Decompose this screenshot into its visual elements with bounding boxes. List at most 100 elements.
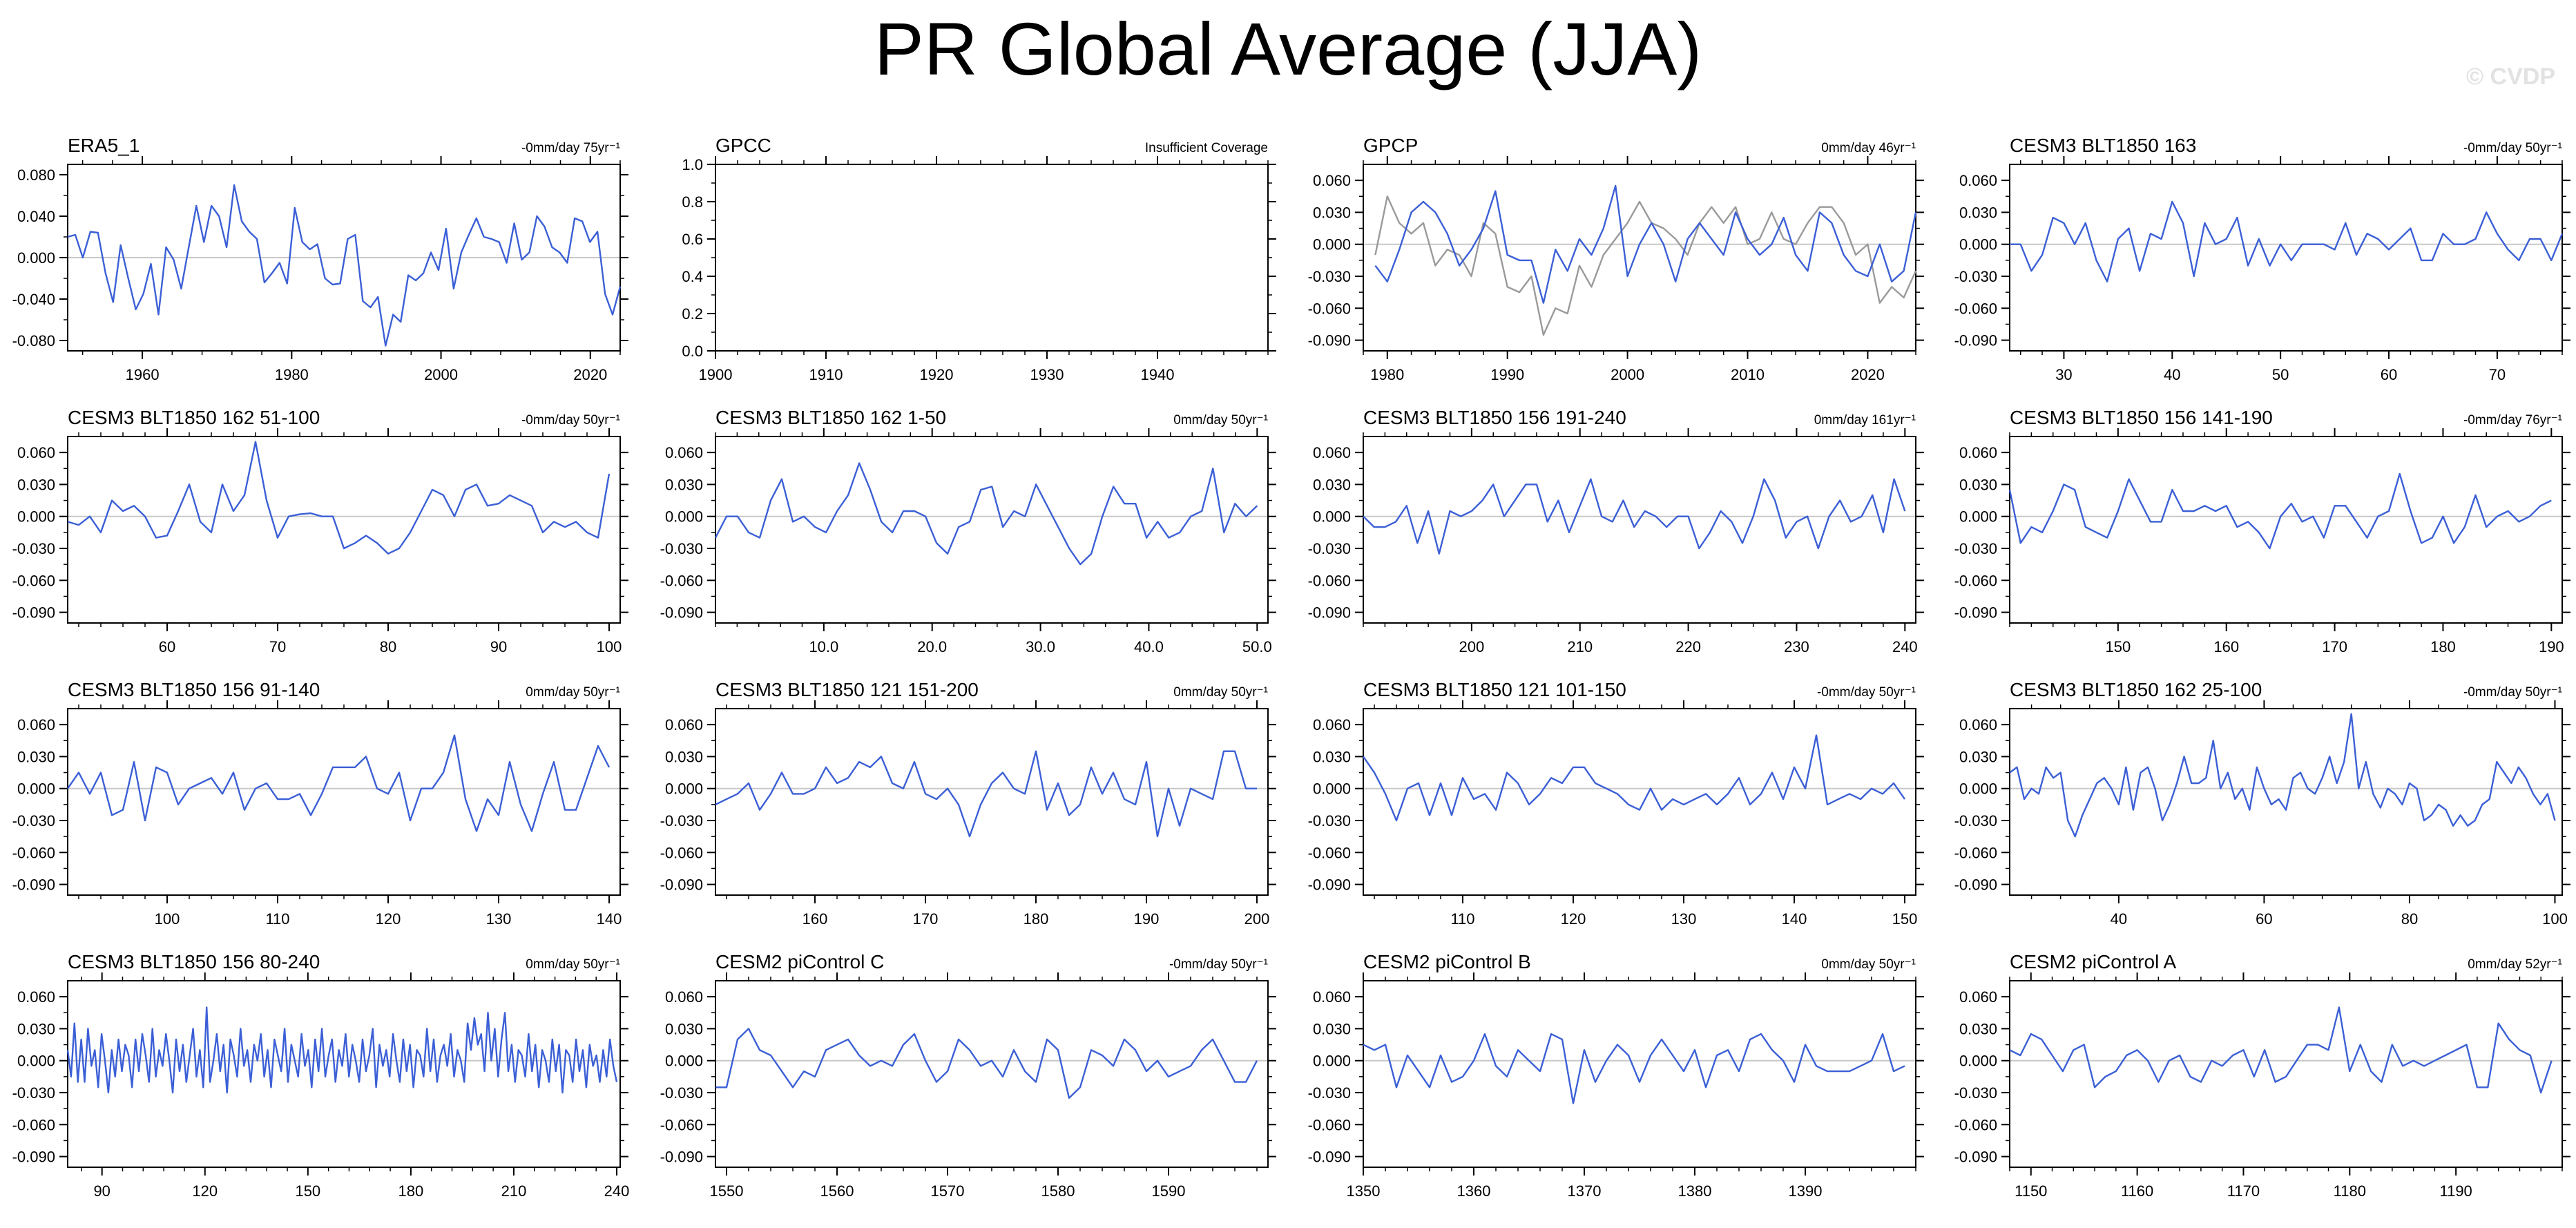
y-tick-label: -0.090: [1308, 1149, 1351, 1166]
y-tick-label: 0.030: [665, 748, 703, 765]
x-tick-label: 80: [380, 638, 396, 655]
x-tick-label: 70: [269, 638, 286, 655]
y-tick-label: -0.060: [12, 1116, 55, 1133]
y-tick-label: 0.000: [665, 780, 703, 798]
x-tick-label: 80: [2401, 910, 2418, 928]
y-tick-label: 0.000: [1959, 508, 1997, 526]
x-tick-label: 1930: [1030, 366, 1064, 383]
panel-title: CESM3 BLT1850 162 51-100: [68, 407, 320, 428]
x-tick-label: 180: [1023, 910, 1049, 928]
y-tick-label: -0.090: [1308, 332, 1351, 349]
y-tick-label: -0.060: [12, 572, 55, 589]
x-tick-label: 1180: [2334, 1182, 2366, 1200]
x-tick-label: 150: [1892, 910, 1918, 928]
x-tick-label: 120: [376, 910, 401, 928]
x-tick-label: 40: [2164, 366, 2180, 383]
series-line: [714, 462, 1258, 566]
y-tick-label: -0.030: [12, 1084, 55, 1102]
y-tick-label: -0.090: [1308, 604, 1351, 622]
chart-panel: GPCP 0mm/day 46yr⁻¹ -0.090 -0.060 -0.030 0.00…: [1308, 135, 1924, 383]
y-tick-label: -0.030: [1308, 268, 1351, 285]
y-tick-label: 0.040: [17, 208, 55, 225]
x-tick-label: 180: [398, 1182, 424, 1200]
series-line: [67, 734, 611, 832]
x-tick-label: 100: [155, 910, 180, 928]
x-tick-label: 50.0: [1242, 638, 1272, 655]
x-tick-label: 1170: [2227, 1182, 2260, 1200]
y-tick-label: -0.030: [660, 812, 703, 829]
y-tick-label: -0.090: [12, 1149, 55, 1166]
x-tick-label: 2010: [1731, 366, 1765, 383]
x-tick-label: 1370: [1568, 1182, 1602, 1200]
x-tick-label: 2000: [1611, 366, 1644, 383]
y-tick-label: 0.030: [1313, 748, 1351, 765]
panel-trend: -0mm/day 76yr⁻¹: [2463, 413, 2562, 428]
series-line: [2008, 472, 2552, 550]
y-tick-label: -0.040: [12, 291, 55, 308]
x-tick-label: 150: [295, 1182, 320, 1200]
plot-frame: [67, 980, 621, 1168]
series-line: [1363, 1033, 1905, 1104]
y-tick-label: -0.030: [12, 540, 55, 557]
x-tick-label: 230: [1784, 638, 1809, 655]
x-tick-label: 70: [2489, 366, 2506, 383]
x-tick-label: 160: [2213, 638, 2239, 655]
y-tick-label: 0.000: [1959, 1053, 1997, 1070]
y-tick-label: 0.6: [682, 231, 703, 248]
y-tick-label: -0.090: [12, 604, 55, 622]
y-tick-label: -0.060: [660, 572, 703, 589]
x-tick-label: 1150: [2015, 1182, 2047, 1200]
y-tick-label: -0.090: [660, 604, 703, 622]
x-tick-label: 60: [2381, 366, 2397, 383]
panel-title: CESM3 BLT1850 156 80-240: [68, 951, 320, 972]
y-tick-label: 0.000: [17, 780, 55, 798]
x-tick-label: 1900: [699, 366, 733, 383]
y-tick-label: 0.060: [665, 988, 703, 1006]
y-tick-label: 0.080: [17, 166, 55, 184]
y-tick-label: -0.030: [1308, 812, 1351, 829]
plot-frame: [67, 436, 621, 624]
y-tick-label: 0.8: [682, 193, 703, 211]
x-tick-label: 220: [1675, 638, 1701, 655]
y-tick-label: 0.000: [1313, 236, 1351, 253]
panel-trend: 0mm/day 50yr⁻¹: [1821, 957, 1916, 972]
y-tick-label: -0.080: [12, 332, 55, 349]
chart-panel: CESM3 BLT1850 162 25-100 -0mm/day 50yr⁻¹ -…: [1954, 679, 2570, 928]
panel-trend: Insufficient Coverage: [1145, 141, 1268, 155]
panel-trend: -0mm/day 50yr⁻¹: [1169, 957, 1268, 972]
plot-frame: [715, 436, 1269, 624]
series-line: [715, 1028, 1258, 1099]
x-tick-label: 240: [1892, 638, 1918, 655]
panel-trend: -0mm/day 50yr⁻¹: [2463, 141, 2562, 155]
x-tick-label: 120: [1561, 910, 1586, 928]
x-tick-label: 1940: [1141, 366, 1175, 383]
panel-trend: 0mm/day 50yr⁻¹: [1173, 413, 1268, 428]
x-tick-label: 1390: [1789, 1182, 1823, 1200]
chart-panel: CESM2 piControl B 0mm/day 50yr⁻¹ -0.090 -0.…: [1308, 951, 1924, 1200]
observed-series-line: [1374, 195, 1917, 336]
x-tick-label: 30.0: [1026, 638, 1055, 655]
y-tick-label: -0.060: [1954, 572, 1997, 589]
panel-trend: 0mm/day 161yr⁻¹: [1814, 413, 1916, 428]
plot-frame: [2009, 436, 2563, 624]
chart-panel: CESM3 BLT1850 121 101-150 -0mm/day 50yr⁻¹…: [1308, 679, 1924, 928]
panel-title: GPCC: [715, 135, 771, 156]
x-tick-label: 1160: [2121, 1182, 2153, 1200]
chart-panel: CESM3 BLT1850 156 80-240 0mm/day 50yr⁻¹ -0…: [12, 951, 630, 1200]
x-tick-label: 60: [159, 638, 175, 655]
panel-title: CESM3 BLT1850 156 141-190: [2010, 407, 2273, 428]
x-tick-label: 50: [2272, 366, 2289, 383]
series-line: [1363, 734, 1905, 822]
x-tick-label: 240: [604, 1182, 630, 1200]
y-tick-label: 0.030: [665, 1020, 703, 1037]
y-tick-label: -0.060: [660, 1116, 703, 1133]
y-tick-label: 0.000: [17, 1053, 55, 1070]
x-tick-label: 110: [265, 910, 289, 928]
x-tick-label: 210: [1567, 638, 1593, 655]
chart-panel: CESM3 BLT1850 163 -0mm/day 50yr⁻¹ -0.090 -0…: [1954, 135, 2570, 383]
x-tick-label: 20.0: [917, 638, 947, 655]
y-tick-label: 0.000: [17, 508, 55, 526]
panel-title: CESM3 BLT1850 156 91-140: [68, 679, 320, 700]
y-tick-label: -0.090: [1954, 604, 1997, 622]
chart-panel: ERA5_1 -0mm/day 75yr⁻¹ -0.080 -0.040 0.000 0.…: [12, 135, 628, 383]
